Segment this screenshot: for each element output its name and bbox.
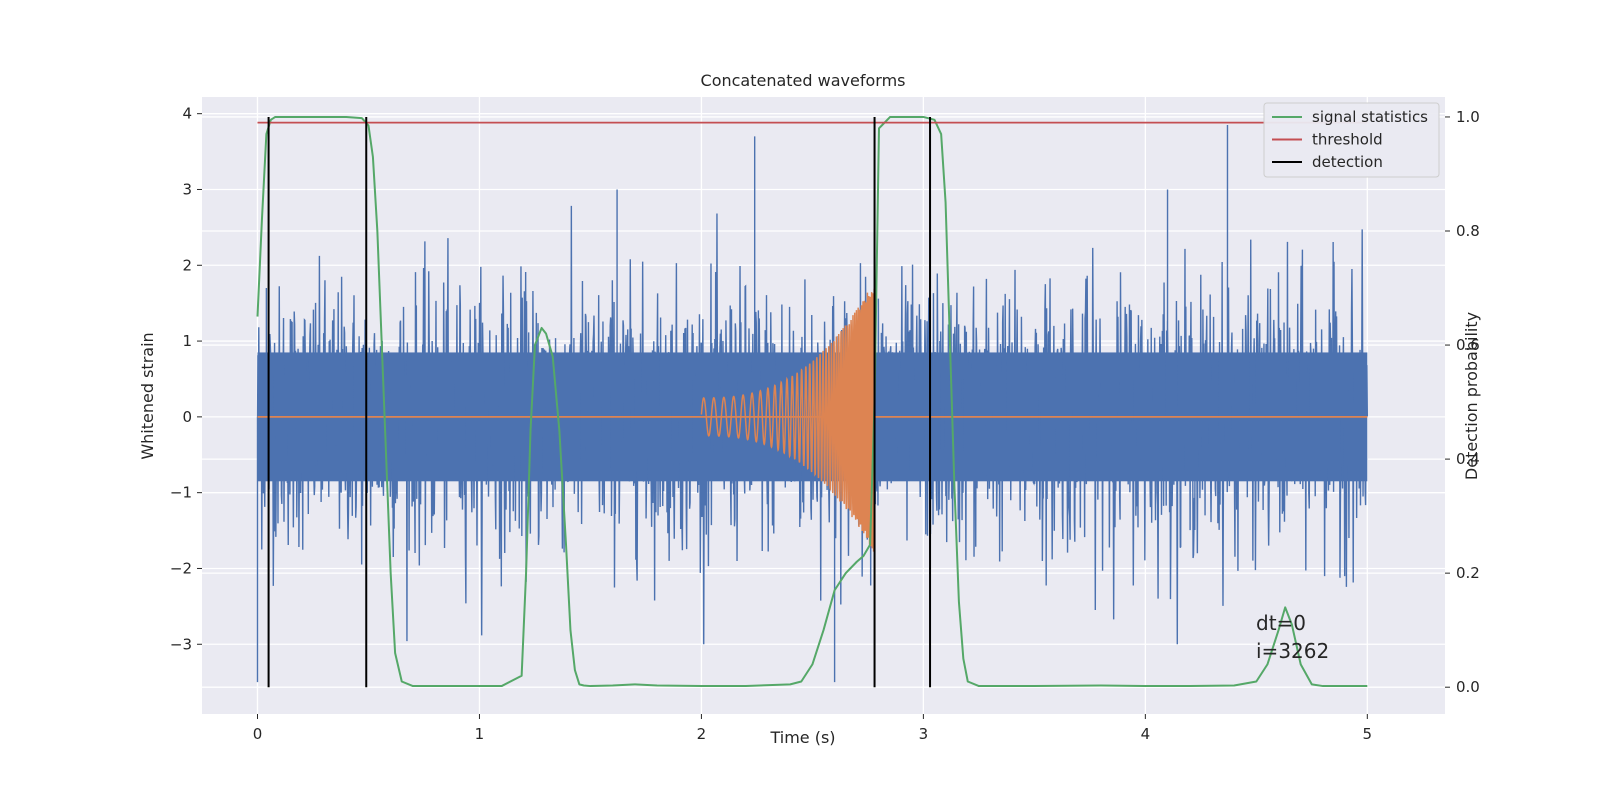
y-tick-label-7: 4 <box>182 105 192 123</box>
y-tick-label-1: −2 <box>170 559 192 577</box>
y-tick-label-0: −3 <box>170 635 192 653</box>
y-tick-label-3: 0 <box>182 408 192 426</box>
y2-axis-label: Detection probability <box>1462 312 1481 480</box>
x-tick-label-4: 4 <box>1141 725 1151 743</box>
y-tick-label-4: 1 <box>182 332 192 350</box>
signal-statistics-line <box>256 115 1368 688</box>
x-tick-label-3: 3 <box>919 725 929 743</box>
annotation-dt: dt=0 <box>1256 611 1306 635</box>
ticks: 0 1 2 3 4 5 −3 −2 −1 0 1 2 3 4 0.0 0.2 0.4 0.6 0.8 1.0 <box>170 105 1480 743</box>
y-tick-label-5: 2 <box>182 256 192 274</box>
y-tick-label-2: −1 <box>170 484 192 502</box>
legend-label-0: signal statistics <box>1312 108 1428 126</box>
y2-tick-label-5: 1.0 <box>1456 108 1480 126</box>
x-tick-label-2: 2 <box>697 725 707 743</box>
annotations: dt=0 i=3262 <box>1256 611 1329 663</box>
injection-chirp <box>700 288 876 552</box>
y-axis-label: Whitened strain <box>138 332 157 459</box>
signal-statistics-series <box>256 115 1368 688</box>
annotation-i: i=3262 <box>1256 639 1329 663</box>
x-tick-label-5: 5 <box>1363 725 1373 743</box>
y-tick-label-6: 3 <box>182 180 192 198</box>
x-axis-label: Time (s) <box>769 728 835 747</box>
legend-box <box>1263 102 1440 178</box>
legend-label-1: threshold <box>1312 131 1383 149</box>
legend-label-2: detection <box>1312 153 1383 171</box>
x-tick-label-1: 1 <box>475 725 485 743</box>
y2-tick-label-3: 0.6 <box>1456 336 1480 354</box>
detection-series <box>267 116 932 688</box>
y2-tick-label-1: 0.2 <box>1456 564 1480 582</box>
injection-series <box>257 288 1368 552</box>
y2-tick-label-0: 0.0 <box>1456 678 1480 696</box>
y2-tick-label-4: 0.8 <box>1456 222 1480 240</box>
chart-title: Concatenated waveforms <box>701 71 906 90</box>
legend: signal statistics threshold detection <box>1263 102 1440 178</box>
y2-tick-label-2: 0.4 <box>1456 450 1480 468</box>
x-tick-label-0: 0 <box>253 725 263 743</box>
